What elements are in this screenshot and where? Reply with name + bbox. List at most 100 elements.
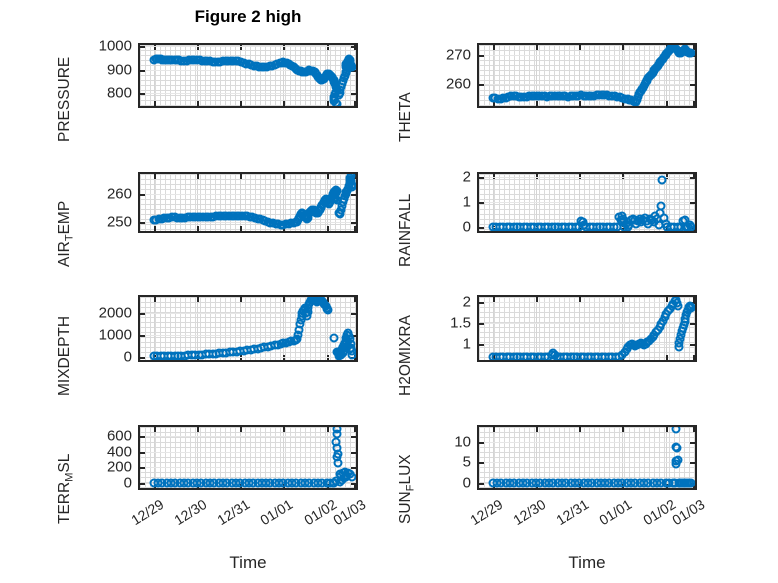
y-tick-label-rainfall: 0 xyxy=(462,218,471,235)
y-axis-label-rainfall: RAINFALL xyxy=(397,193,414,267)
plot-area-sun_flux xyxy=(479,427,695,488)
y-tick-label-sun_flux: 10 xyxy=(454,433,471,451)
gridline-h xyxy=(140,451,356,453)
gridline-h xyxy=(479,323,695,325)
x-tick-mark xyxy=(326,297,329,302)
plot-area-h2omixra xyxy=(479,297,695,360)
x-tick-mark xyxy=(283,101,286,106)
y-tick-mark xyxy=(479,441,484,444)
gridline-h xyxy=(140,93,356,95)
axes-rainfall xyxy=(477,172,697,233)
y-axis-label-theta: THETA xyxy=(397,92,414,142)
x-tick-mark xyxy=(240,226,243,231)
gridline-v xyxy=(153,427,155,488)
gridline-v xyxy=(665,297,667,360)
data-point xyxy=(347,182,356,192)
y-tick-label-terr_msl: 400 xyxy=(106,443,132,461)
data-point xyxy=(686,222,695,231)
gridline-h xyxy=(140,194,356,196)
plot-area-mixdepth xyxy=(140,297,356,360)
x-tick-mark xyxy=(693,45,695,50)
gridline-v xyxy=(283,427,285,488)
data-point xyxy=(686,478,695,488)
x-tick-mark xyxy=(665,427,668,432)
y-tick-mark xyxy=(351,194,356,197)
y-tick-label-mixdepth: 1000 xyxy=(98,326,132,344)
gridline-v xyxy=(197,174,199,231)
data-point xyxy=(335,477,345,487)
gridline-h xyxy=(479,344,695,346)
y-tick-mark xyxy=(690,344,695,347)
x-tick-mark xyxy=(240,174,243,179)
y-tick-mark xyxy=(690,462,695,465)
data-point xyxy=(672,443,682,453)
y-tick-mark xyxy=(140,93,145,96)
gridline-v xyxy=(622,174,624,231)
y-tick-label-rainfall: 1 xyxy=(462,193,471,210)
x-tick-mark xyxy=(665,355,668,360)
gridline-h xyxy=(140,335,356,337)
x-tick-mark xyxy=(197,174,200,179)
y-tick-mark xyxy=(140,194,145,197)
y-tick-label-mixdepth: 2000 xyxy=(98,304,132,322)
plot-area-terr_msl xyxy=(140,427,356,488)
y-tick-label-theta: 260 xyxy=(445,75,471,93)
x-tick-mark xyxy=(153,101,156,106)
y-tick-mark xyxy=(479,84,484,87)
x-tick-mark xyxy=(354,427,356,432)
x-tick-mark xyxy=(492,45,495,50)
gridline-v xyxy=(665,174,667,231)
gridline-v xyxy=(326,297,328,360)
gridline-v xyxy=(153,297,155,360)
axes-h2omixra xyxy=(477,295,697,362)
y-tick-mark xyxy=(140,313,145,316)
gridline-v xyxy=(197,45,199,106)
gridline-v xyxy=(283,297,285,360)
x-tick-mark xyxy=(492,101,495,106)
x-tick-mark xyxy=(492,297,495,302)
data-point xyxy=(656,201,666,211)
x-tick-mark xyxy=(622,101,625,106)
y-tick-mark xyxy=(690,441,695,444)
gridline-h xyxy=(479,176,695,178)
y-tick-mark xyxy=(479,302,484,305)
y-tick-label-terr_msl: 600 xyxy=(106,427,132,445)
gridline-v xyxy=(536,45,538,106)
x-tick-mark xyxy=(153,297,156,302)
gridline-v xyxy=(579,174,581,231)
gridline-v xyxy=(665,45,667,106)
y-tick-mark xyxy=(351,46,356,49)
x-tick-mark xyxy=(665,297,668,302)
y-tick-mark xyxy=(140,467,145,470)
y-tick-label-air_temp: 250 xyxy=(106,213,132,230)
x-tick-mark xyxy=(693,427,695,432)
x-tick-mark xyxy=(326,101,329,106)
x-tick-mark xyxy=(197,101,200,106)
data-point xyxy=(686,48,695,58)
y-tick-mark xyxy=(351,451,356,454)
y-tick-mark xyxy=(690,323,695,326)
y-tick-label-h2omixra: 2 xyxy=(462,293,471,311)
gridline-v xyxy=(326,427,328,488)
y-tick-label-sun_flux: 5 xyxy=(462,453,471,471)
x-tick-mark xyxy=(536,297,539,302)
y-tick-label-terr_msl: 0 xyxy=(123,474,132,492)
x-tick-mark xyxy=(622,297,625,302)
data-point xyxy=(334,351,344,360)
x-tick-mark xyxy=(579,45,582,50)
y-axis-label-pressure: PRESSURE xyxy=(56,56,73,142)
gridline-h xyxy=(479,84,695,86)
gridline-v xyxy=(536,427,538,488)
x-tick-mark xyxy=(240,297,243,302)
data-point xyxy=(671,459,681,469)
x-tick-mark xyxy=(354,101,356,106)
x-tick-mark xyxy=(579,427,582,432)
y-tick-label-theta: 270 xyxy=(445,46,471,64)
y-tick-mark xyxy=(351,93,356,96)
y-tick-mark xyxy=(479,344,484,347)
y-tick-mark xyxy=(351,221,356,224)
y-tick-label-h2omixra: 1.5 xyxy=(450,314,471,332)
plot-area-air_temp xyxy=(140,174,356,231)
gridline-h xyxy=(479,441,695,443)
axes-mixdepth xyxy=(138,295,358,362)
